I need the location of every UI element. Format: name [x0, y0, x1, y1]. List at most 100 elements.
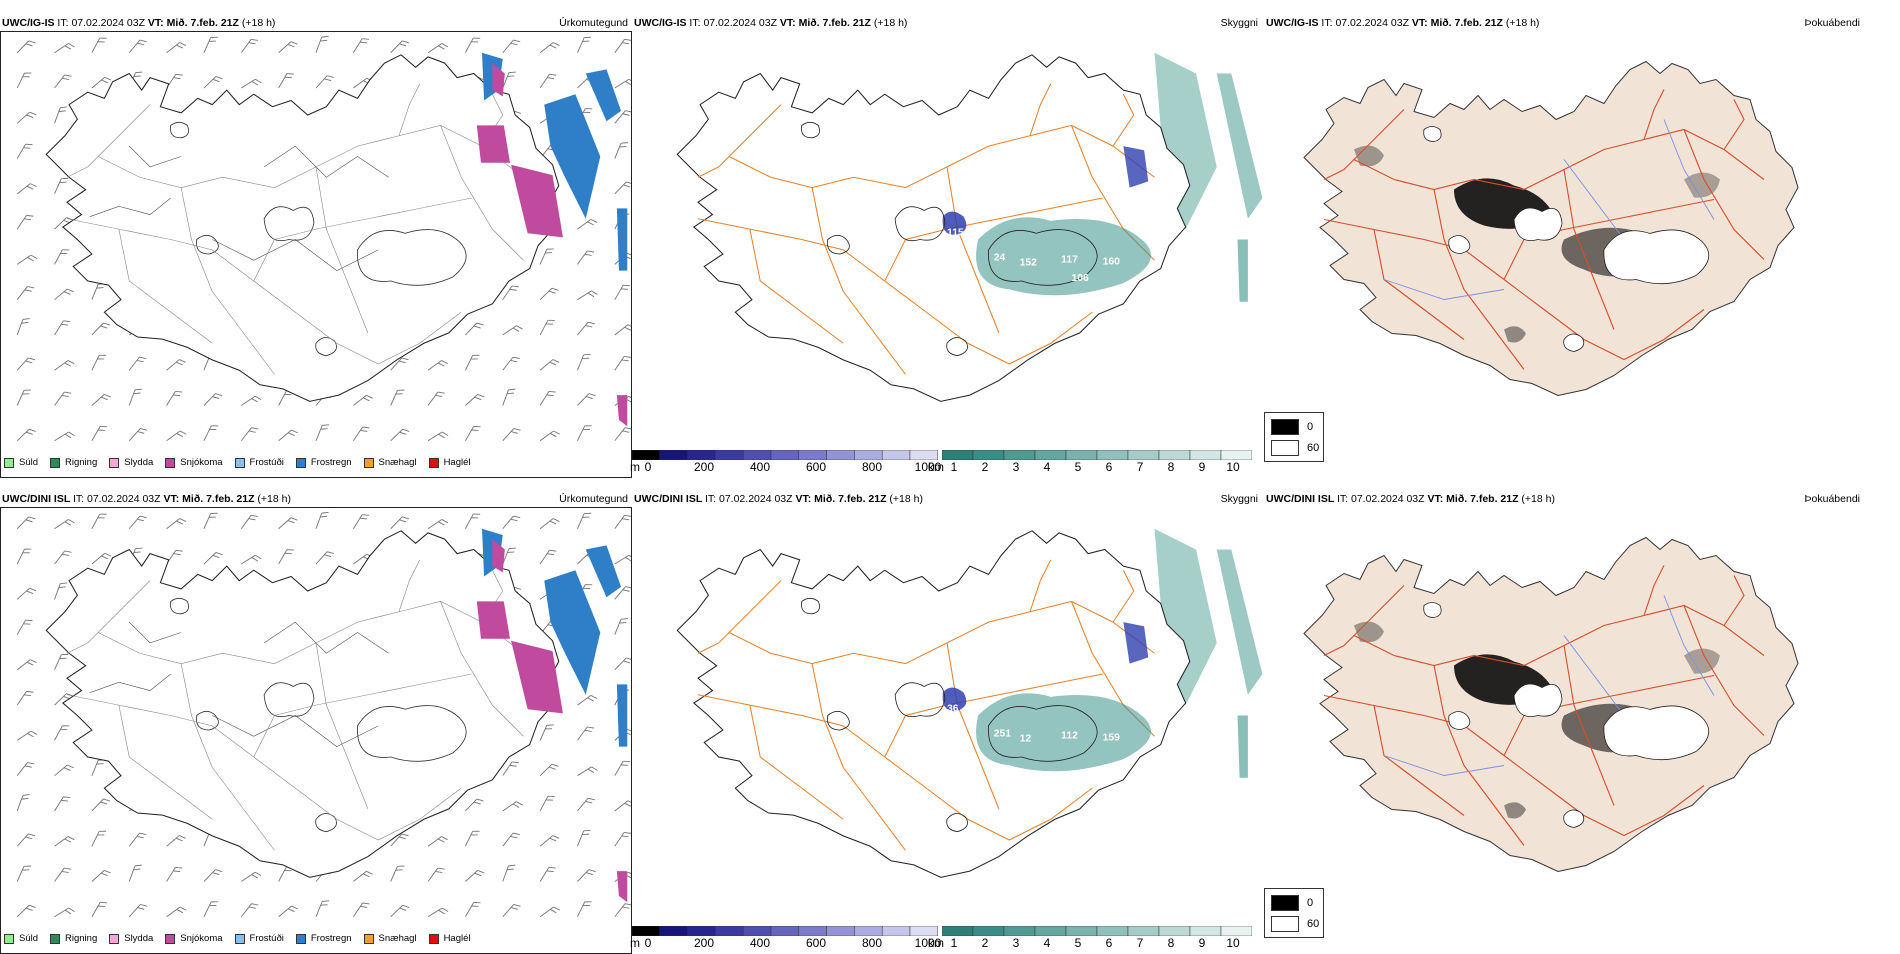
- glacier-outline: [801, 121, 820, 139]
- colorbar-segment: [659, 926, 688, 936]
- precip-legend-item: Slydda: [109, 457, 153, 468]
- glacier-outline: [1513, 683, 1563, 717]
- fog-index-shading: [1504, 326, 1526, 343]
- wind-barb: [427, 836, 448, 847]
- wind-barb: [539, 724, 554, 741]
- road-line: [1723, 99, 1745, 150]
- glacier-outline: [894, 206, 946, 241]
- fog-map: [1264, 508, 1864, 923]
- legend-swatch: [4, 933, 14, 944]
- wind-barb: [16, 548, 32, 565]
- wind-barb: [16, 72, 32, 89]
- legend-label: Snjókoma: [180, 933, 223, 944]
- wind-barb: [91, 393, 111, 406]
- visibility-value-label: 71: [1149, 195, 1161, 206]
- fog-panel: UWC/DINI ISL IT: 07.02.2024 03Z VT: Mið.…: [1264, 492, 1864, 954]
- glacier-outline: [263, 682, 315, 717]
- wind-barb: [577, 250, 595, 265]
- wind-barb: [16, 794, 30, 812]
- precip-area: [585, 69, 622, 122]
- lead-time: (+18 h): [889, 493, 923, 505]
- colorbar-segment: [798, 926, 827, 936]
- precip-legend: Súld Rigning Slydda Snjókoma Frostúði Frostre…: [4, 933, 483, 944]
- colorbar-segment: [854, 926, 883, 936]
- panel-title: Úrkomutegund: [559, 17, 628, 29]
- colorbar-segment: [1034, 926, 1067, 936]
- forecast-row: UWC/DINI ISL IT: 07.02.2024 03Z VT: Mið.…: [0, 492, 1900, 954]
- precip-area: [492, 63, 505, 97]
- precip-legend-item: Súld: [4, 933, 38, 944]
- road-line: [946, 642, 1000, 810]
- wind-barb: [16, 40, 36, 54]
- low-visibility-area: [976, 693, 1152, 772]
- wind-barb: [577, 901, 592, 917]
- lead-time: (+18 h): [241, 17, 276, 29]
- precip-legend-item: Haglél: [428, 933, 471, 944]
- visibility-panel: UWC/IG-IS IT: 07.02.2024 03Z VT: Mið. 7.…: [630, 16, 1262, 478]
- colorbar-tick-label: 1: [950, 936, 958, 950]
- precip-area: [616, 684, 628, 747]
- colorbar-segment: [1158, 926, 1191, 936]
- wind-barb: [54, 867, 72, 882]
- legend-label: Frostregn: [310, 457, 352, 468]
- road-line: [1323, 585, 1405, 656]
- legend-swatch: [4, 457, 14, 468]
- precip-area: [511, 164, 563, 238]
- wind-barb: [390, 833, 409, 847]
- wind-barb: [54, 43, 75, 54]
- colorbar-tick-label: 2: [981, 936, 989, 950]
- wind-barb: [91, 901, 108, 918]
- wind-barb: [614, 38, 631, 54]
- colorbar-unit: m: [630, 460, 640, 474]
- wind-barb: [16, 762, 35, 776]
- road-line: [749, 705, 844, 820]
- wind-barb: [16, 690, 34, 706]
- precip-area: [616, 871, 628, 903]
- colorbar-segment: [798, 450, 827, 460]
- panel-title: Þokuábendi: [1804, 493, 1860, 505]
- legend-label: Frostúði: [249, 933, 284, 944]
- wind-barb: [427, 519, 449, 530]
- legend-swatch: [1271, 440, 1299, 456]
- wind-barb: [278, 517, 298, 530]
- it-label: IT:: [689, 17, 704, 29]
- wind-barb: [539, 549, 557, 565]
- init-time: 07.02.2024 03Z: [71, 17, 148, 29]
- wind-barb: [91, 552, 112, 565]
- glacier-outline: [1513, 207, 1563, 241]
- wind-barb: [352, 426, 370, 442]
- road-line: [1323, 218, 1705, 361]
- colorbar-segment: [826, 926, 855, 936]
- legend-swatch: [295, 933, 306, 944]
- init-time: 07.02.2024 03Z: [719, 493, 796, 505]
- legend-label: 0: [1307, 421, 1314, 433]
- precip-area: [585, 545, 622, 598]
- legend-swatch: [165, 457, 176, 468]
- wind-barb: [390, 389, 405, 406]
- wind-barb: [614, 324, 631, 336]
- colorbar-tick-label: 1: [950, 460, 958, 474]
- wind-barb: [502, 325, 523, 336]
- glacier-outline: [170, 597, 189, 615]
- wind-barb: [352, 38, 370, 53]
- wind-barb: [577, 36, 592, 53]
- wind-barb: [128, 903, 148, 918]
- colorbar-tick-label: 1000: [914, 936, 942, 950]
- vt-label: VT:: [163, 493, 183, 505]
- wind-barb: [166, 390, 183, 406]
- init-time: 07.02.2024 03Z: [1351, 493, 1428, 505]
- road-line: [398, 559, 421, 612]
- wind-barb: [166, 42, 187, 54]
- glacier-outline: [315, 337, 337, 357]
- wind-barb: [203, 393, 223, 406]
- colorbar-tick-label: 5: [1074, 936, 1082, 950]
- colorbar-segment: [1158, 450, 1191, 460]
- wind-barb: [166, 549, 183, 565]
- colorbar-tick-label: 3: [1012, 936, 1020, 950]
- precip-area: [492, 539, 505, 573]
- wind-barb: [54, 519, 75, 530]
- precip-legend-item: Frostúði: [234, 457, 284, 468]
- vt-label: VT:: [779, 17, 799, 29]
- road-line: [66, 218, 462, 365]
- wind-barb: [502, 547, 516, 565]
